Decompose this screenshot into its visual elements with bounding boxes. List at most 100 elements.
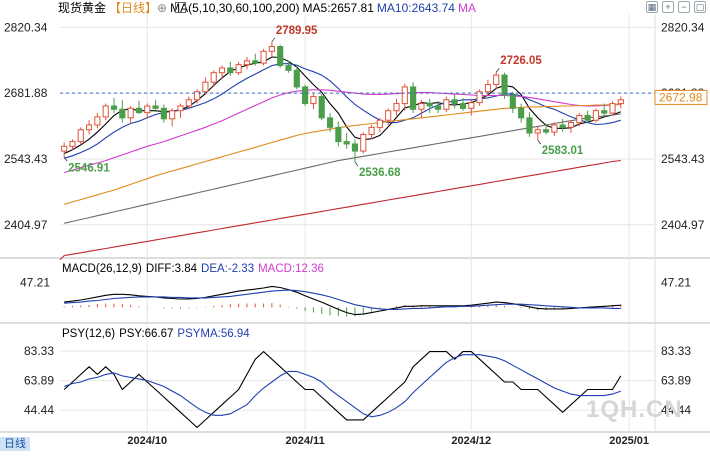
grid-layer (0, 14, 710, 433)
candle-body (551, 124, 558, 133)
settings-icon[interactable]: ⊕ (157, 1, 168, 15)
candle-body (385, 110, 392, 121)
macd-diff-value: DIFF:3.84 (145, 263, 198, 275)
candle-body (218, 67, 226, 74)
candle-body (252, 60, 259, 64)
ma10-value: MA10:2643.74 (376, 1, 455, 15)
candle-body (351, 143, 359, 152)
psy-y-tick-right: 83.33 (661, 344, 691, 358)
chart-toolbar: ▦ + − ▢ (646, 1, 706, 13)
candle-body (617, 99, 624, 105)
annotation-pointer (495, 67, 500, 73)
annotation-low: 2583.01 (542, 145, 584, 157)
macd-y-tick-right: 47.21 (661, 276, 691, 290)
candle-body (61, 145, 68, 152)
ma5-value: MA5:2657.81 (302, 1, 374, 15)
candle-body (434, 105, 442, 110)
macd-header: MACD(26,12,9) DIFF:3.84 DEA:-2.33 MACD:12.3… (62, 262, 328, 276)
candle-body (144, 105, 151, 114)
y-tick-left: 2681.88 (4, 86, 48, 100)
ma-toggle-icon[interactable] (175, 2, 186, 13)
moving-average-layer (59, 56, 622, 261)
candle-body (493, 74, 500, 86)
annotation-high: 2789.95 (276, 25, 318, 37)
candle-body (476, 91, 483, 104)
candle-body (326, 117, 334, 128)
candle-body (426, 103, 433, 107)
candle-body (584, 114, 591, 121)
macd-name[interactable]: MACD(26,12,9) (62, 263, 142, 275)
psy-name[interactable]: PSY(12,6) (62, 328, 116, 340)
zoom-in-icon[interactable]: + (662, 1, 674, 13)
ma-line-ma10 (64, 63, 621, 159)
psy-layer (63, 350, 622, 429)
instrument-name: 现货黄金 (58, 1, 107, 15)
candle-body (459, 103, 467, 109)
psy-header: PSY(12,6) PSY:66.67 PSYMA:56.94 (62, 327, 254, 341)
candle-body (127, 107, 134, 119)
ma-params-label[interactable]: MA(5,10,30,60,100,200) (170, 1, 300, 15)
x-tick-label: 2024/11 (286, 435, 325, 447)
candle-body (484, 84, 491, 93)
psy-value: PSY:66.67 (119, 328, 174, 340)
candle-body (194, 91, 201, 101)
candle-body (509, 94, 516, 109)
period-tab[interactable]: 日线 (0, 437, 30, 451)
candle-body (102, 105, 109, 118)
annotation-high: 2726.05 (500, 55, 542, 67)
psy-y-tick-left: 83.33 (24, 344, 54, 358)
y-tick-left: 2543.43 (4, 152, 48, 166)
annotation-low: 2536.68 (359, 167, 401, 179)
candle-body (393, 103, 400, 112)
ma200-extension (59, 255, 65, 261)
candle-body (227, 67, 234, 74)
psy-y-tick-left: 44.44 (24, 403, 54, 417)
annotation-pointer (537, 139, 542, 145)
candle-body (293, 69, 300, 88)
candle-body (302, 86, 309, 105)
psy-y-tick-right: 63.89 (661, 374, 691, 388)
candle-body (576, 114, 583, 124)
psy-line-psy (63, 350, 622, 429)
psy-line-psyma (64, 354, 621, 418)
candle-body (518, 107, 525, 119)
candle-body (94, 116, 101, 126)
macd-line-dea (64, 289, 621, 310)
y-tick-left: 2404.97 (4, 218, 48, 232)
x-tick-label: 2024/12 (451, 435, 491, 447)
candle-body (177, 105, 184, 112)
candle-body (592, 110, 599, 121)
annotation-pointer (354, 161, 359, 167)
candle-body (501, 74, 508, 96)
candle-body (310, 95, 317, 105)
candle-body (318, 95, 325, 119)
candle-body (77, 129, 84, 143)
grid-view-icon[interactable]: ▦ (646, 1, 658, 13)
label-layer: 2820.342820.342681.882681.882543.432543.… (4, 20, 708, 447)
candle-body (86, 124, 93, 131)
fullscreen-icon[interactable]: ▢ (694, 1, 706, 13)
period-label[interactable]: 【日线】 (109, 1, 158, 15)
candlestick-layer (60, 41, 655, 163)
y-tick-left: 2820.34 (4, 20, 48, 34)
candle-body (185, 99, 192, 107)
y-tick-right: 2404.97 (661, 218, 705, 232)
candle-body (360, 133, 367, 152)
zoom-out-icon[interactable]: − (678, 1, 690, 13)
annotation-pointer (63, 157, 68, 162)
macd-y-tick-left: 47.21 (20, 276, 50, 290)
y-tick-right: 2543.43 (661, 152, 705, 166)
candle-body (534, 129, 541, 134)
psy-y-tick-right: 44.44 (661, 403, 691, 417)
macd-value: MACD:12.36 (258, 263, 324, 275)
candle-body (169, 110, 176, 120)
current-price-label: 2672.98 (659, 90, 703, 104)
candle-body (210, 72, 217, 83)
candle-body (567, 122, 575, 128)
ma-line-ma200 (64, 160, 621, 257)
watermark: 1QH.CN (586, 396, 683, 423)
candle-body (152, 105, 159, 109)
candle-body (609, 103, 616, 114)
